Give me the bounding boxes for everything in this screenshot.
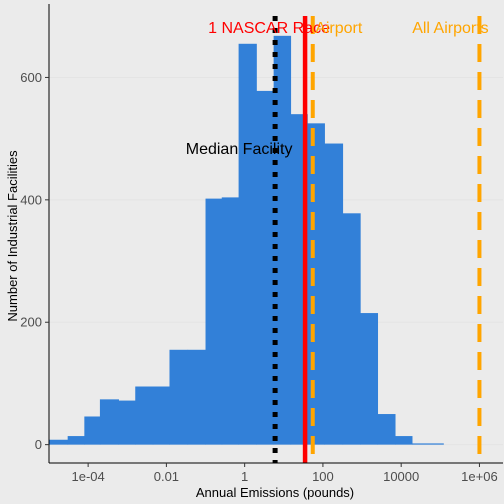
histogram-bar <box>238 43 257 445</box>
y-tick-label: 400 <box>20 192 42 207</box>
histogram-bar <box>205 198 223 445</box>
histogram-bar <box>395 436 413 445</box>
axes: 0 200 400 600 1e-04 0.01 1 100 10000 1e+06 <box>20 4 503 484</box>
x-tick-label: 1e+06 <box>461 469 498 484</box>
histogram-bar <box>324 143 344 445</box>
histogram-bar <box>256 90 275 445</box>
histogram-bar <box>67 436 85 445</box>
annotation-all-airports: All Airports <box>412 20 488 37</box>
histogram-bar <box>152 386 170 445</box>
x-tick-label: 10000 <box>383 469 419 484</box>
y-axis-title: Number of Industrial Facilities <box>5 150 20 322</box>
annotation-1-nascar-race: 1 NASCAR Race <box>208 20 330 37</box>
x-axis-title: Annual Emissions (pounds) <box>196 485 354 500</box>
annotation-airport: Airport <box>315 20 363 37</box>
y-tick-label: 0 <box>35 437 42 452</box>
histogram-bar <box>169 349 189 445</box>
histogram-bar <box>84 416 101 445</box>
histogram-bar <box>360 313 379 445</box>
histogram-bar <box>135 386 154 445</box>
x-tick-label: 100 <box>312 469 334 484</box>
histogram-bar <box>49 439 69 445</box>
histogram-bar <box>377 414 396 445</box>
annotation-median-facility: Median Facility <box>186 141 293 158</box>
histogram-bar <box>221 197 239 445</box>
histogram-bars <box>49 35 444 445</box>
x-tick-label: 0.01 <box>154 469 179 484</box>
histogram-bar <box>307 123 325 445</box>
histogram-bar <box>273 35 292 445</box>
x-tick-label: 1 <box>241 469 248 484</box>
y-tick-label: 200 <box>20 315 42 330</box>
reference-lines <box>272 16 482 463</box>
histogram-bar <box>412 443 444 445</box>
histogram-bar <box>99 399 119 445</box>
histogram-bar <box>342 213 361 445</box>
x-tick-label: 1e-04 <box>72 469 105 484</box>
histogram-bar <box>187 349 206 445</box>
histogram-bar <box>118 400 136 445</box>
y-tick-label: 600 <box>20 70 42 85</box>
